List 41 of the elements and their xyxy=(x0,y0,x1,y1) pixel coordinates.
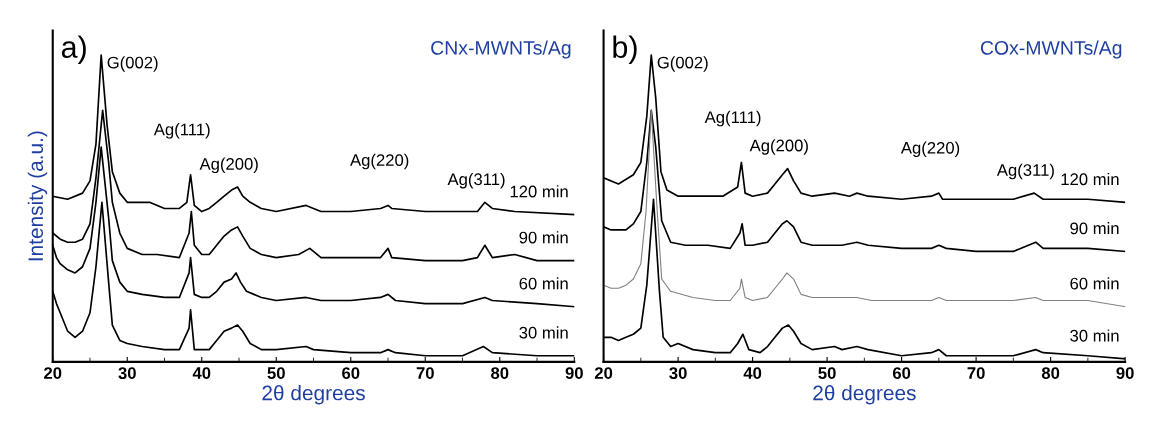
x-tick-label: 30 xyxy=(669,367,687,380)
x-tick-label: 50 xyxy=(267,367,285,379)
annotation: Ag(200) xyxy=(199,157,258,174)
x-tick-label: 80 xyxy=(491,367,509,379)
annotation: Ag(311) xyxy=(447,172,505,189)
x-tick-label: 30 xyxy=(118,367,136,380)
x-tick-label: 90 xyxy=(565,367,583,379)
x-tick-label: 40 xyxy=(192,367,211,379)
x-tick-label: 70 xyxy=(967,367,985,379)
annotation: G(002) xyxy=(657,56,708,72)
chart-title: CNx-MWNTs/Ag xyxy=(431,40,571,59)
series-label: 60 min xyxy=(1070,277,1119,290)
x-tick-label: 80 xyxy=(1041,367,1060,379)
annotation: Ag(111) xyxy=(153,123,210,139)
series-label: 30 min xyxy=(1070,329,1119,342)
annotation: Ag(200) xyxy=(749,139,808,155)
x-tick-label: 60 xyxy=(892,367,911,379)
annotation: b) xyxy=(613,35,637,64)
series-label: 60 min xyxy=(519,277,568,290)
annotation: Ag(311) xyxy=(996,163,1054,180)
series-label: 30 min xyxy=(519,326,568,339)
chart-title: COx-MWNTs/Ag xyxy=(980,40,1122,59)
x-tick-label: 20 xyxy=(44,367,62,379)
x-tick-label: 60 xyxy=(342,367,360,379)
y-axis-title: Intensity (a.u.) xyxy=(27,131,48,261)
x-axis-title: 2θ degrees xyxy=(813,385,916,405)
x-tick-label: 90 xyxy=(1116,367,1134,379)
series-label: 120 min xyxy=(1061,172,1119,186)
annotation: Ag(111) xyxy=(704,110,761,127)
series-label: 90 min xyxy=(1070,222,1119,235)
x-tick-label: 40 xyxy=(743,367,762,379)
annotation: a) xyxy=(61,35,86,64)
x-tick-label: 20 xyxy=(594,367,613,379)
annotation: G(002) xyxy=(107,56,158,72)
series-label: 90 min xyxy=(519,231,568,244)
series-label: 120 min xyxy=(510,185,568,198)
x-tick-label: 70 xyxy=(416,367,434,379)
annotation: Ag(220) xyxy=(900,141,960,158)
x-tick-label: 50 xyxy=(818,367,836,379)
annotation: Ag(220) xyxy=(350,153,409,170)
x-axis-title: 2θ degrees xyxy=(262,385,365,405)
